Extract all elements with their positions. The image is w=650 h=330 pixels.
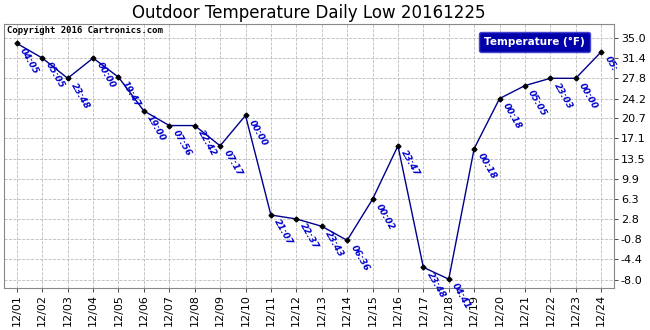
Legend: Temperature (°F): Temperature (°F) <box>479 32 590 52</box>
Text: 23:03: 23:03 <box>552 81 574 110</box>
Text: 19:00: 19:00 <box>146 114 168 143</box>
Text: 04:41: 04:41 <box>450 282 473 311</box>
Text: 07:56: 07:56 <box>171 128 193 158</box>
Text: 05:05: 05:05 <box>44 61 66 90</box>
Text: 04:05: 04:05 <box>18 46 40 76</box>
Title: Outdoor Temperature Daily Low 20161225: Outdoor Temperature Daily Low 20161225 <box>133 4 486 22</box>
Text: 06:36: 06:36 <box>348 243 370 272</box>
Text: 00:02: 00:02 <box>374 202 396 231</box>
Text: 23:43: 23:43 <box>323 229 345 258</box>
Text: 23:48: 23:48 <box>424 270 447 299</box>
Text: 07:17: 07:17 <box>222 148 244 178</box>
Text: 22:42: 22:42 <box>196 128 218 158</box>
Text: 00:00: 00:00 <box>577 81 599 110</box>
Text: 05:05: 05:05 <box>526 88 549 118</box>
Text: 00:18: 00:18 <box>501 101 523 131</box>
Text: 00:00: 00:00 <box>247 118 269 148</box>
Text: 23:47: 23:47 <box>399 148 421 178</box>
Text: 05:: 05: <box>603 55 618 73</box>
Text: 00:18: 00:18 <box>476 151 498 181</box>
Text: 19:47: 19:47 <box>120 80 142 109</box>
Text: Copyright 2016 Cartronics.com: Copyright 2016 Cartronics.com <box>7 26 163 35</box>
Text: 00:00: 00:00 <box>94 61 116 90</box>
Text: 22:37: 22:37 <box>298 222 320 251</box>
Text: 21:07: 21:07 <box>272 218 294 247</box>
Text: 23:48: 23:48 <box>69 81 91 110</box>
